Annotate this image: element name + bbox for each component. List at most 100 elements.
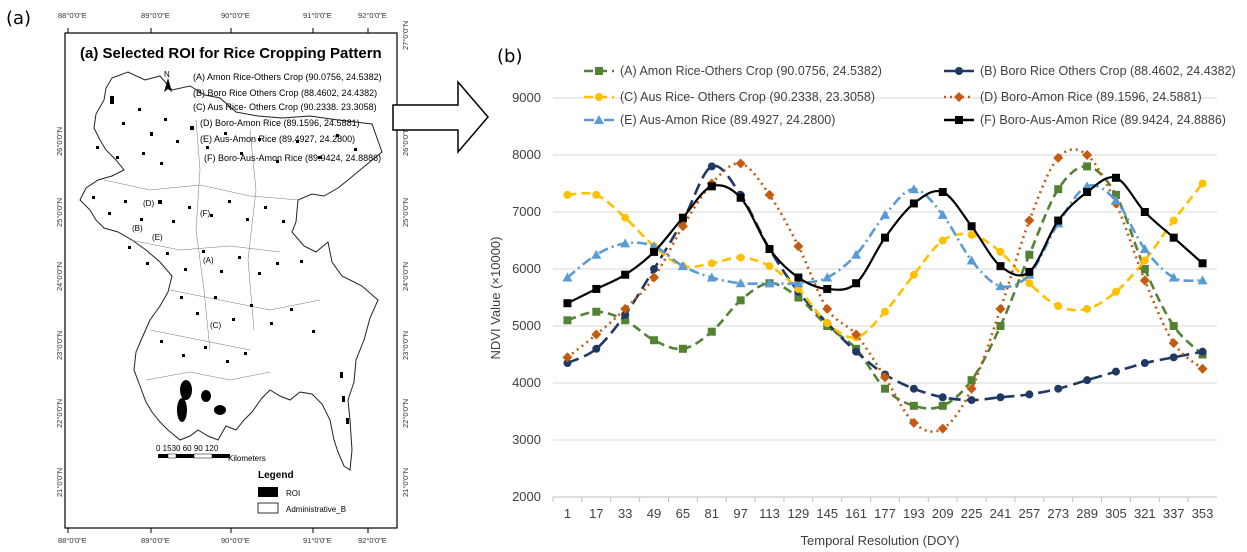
x-tick-label: 177	[874, 506, 896, 521]
series-1	[563, 162, 1207, 405]
legend-item: (E) Aus-Amon Rice (89.4927, 24.2800)	[584, 113, 835, 127]
data-point	[996, 262, 1005, 271]
data-point	[1025, 250, 1034, 259]
country-outline	[79, 71, 383, 471]
legend-marker	[595, 93, 603, 101]
plot-axes: 2000 3000 4000 5000 6000 7000 8000 9000 1 17 33 49 6…	[512, 90, 1217, 521]
data-point	[1054, 185, 1063, 194]
y-tick-label: 2000	[512, 489, 541, 504]
coord-label: 88°0'0"E	[58, 536, 87, 545]
point-label: (D)	[143, 199, 154, 208]
coord-label: 24°0'0"N	[55, 262, 64, 291]
x-tick-label: 1	[564, 506, 571, 521]
data-point	[1197, 363, 1208, 374]
data-point	[1082, 150, 1093, 160]
coord-label: 22°0'0"N	[401, 399, 410, 428]
series-line	[567, 165, 1204, 410]
legend-label: (B) Boro Rice Others Crop (88.4602, 24.4…	[980, 64, 1236, 78]
data-point	[1111, 287, 1120, 296]
x-axis-label: Temporal Resolution (DOY)	[801, 533, 960, 548]
data-point	[851, 249, 862, 259]
map-frame-ticks	[67, 28, 369, 533]
data-point	[822, 303, 833, 314]
data-point	[967, 376, 976, 385]
roi-points	[92, 96, 357, 424]
data-point	[966, 255, 977, 265]
data-point	[1139, 275, 1150, 286]
data-point	[996, 322, 1005, 330]
x-tick-label: 97	[733, 506, 747, 521]
x-tick-label: 145	[816, 506, 838, 521]
data-point	[938, 393, 947, 402]
data-point	[937, 423, 948, 434]
data-point	[1054, 216, 1063, 225]
data-point	[592, 190, 601, 199]
data-point	[592, 284, 601, 293]
y-tick-label: 3000	[512, 432, 541, 447]
map-right-coords: 27°0'0"N 26°0'0"N 25°0'0"N 24°0'0"N 23°0…	[401, 21, 410, 497]
data-point	[620, 238, 631, 248]
legend-marker	[595, 67, 603, 75]
panel-label-b: (b)	[497, 46, 523, 67]
data-point	[563, 359, 572, 368]
x-tick-label: 257	[1018, 506, 1040, 521]
data-point	[1168, 272, 1179, 282]
roi-list-item: (F) Boro-Aus-Amon Rice (89.9424, 24.8886…	[204, 153, 381, 163]
data-point	[967, 396, 976, 405]
data-point	[909, 401, 918, 410]
data-point	[852, 347, 861, 356]
y-tick-label: 5000	[512, 318, 541, 333]
legend-marker	[955, 67, 963, 75]
coord-label: 21°0'0"N	[401, 468, 410, 497]
x-tick-label: 289	[1076, 506, 1098, 521]
x-tick-label: 113	[759, 506, 780, 521]
data-point	[1054, 302, 1063, 311]
roi-list-item: (C) Aus Rice- Others Crop (90.2338. 23.3…	[193, 102, 377, 112]
coord-label: 91°0'0"E	[303, 11, 332, 20]
data-point	[677, 221, 688, 232]
coord-label: 23°0'0"N	[55, 331, 64, 360]
x-tick-label: 49	[647, 506, 661, 521]
point-label: (F)	[200, 209, 211, 218]
data-point	[650, 336, 659, 345]
map-top-coords: 88°0'0"E 89°0'0"E 90°0'0"E 91°0'0"E 92°0…	[58, 11, 387, 20]
coord-label: 89°0'0"E	[141, 11, 170, 20]
data-point	[735, 158, 746, 169]
data-point	[909, 199, 918, 208]
data-point	[1169, 216, 1178, 225]
data-point	[1139, 244, 1150, 254]
data-point	[880, 372, 890, 383]
north-arrow-icon: N	[164, 70, 172, 92]
data-point	[678, 213, 687, 222]
map-panel: 88°0'0"E 89°0'0"E 90°0'0"E 91°0'0"E 92°0…	[55, 11, 410, 545]
data-point	[881, 233, 889, 242]
y-axis-label: NDVI Value (×10000)	[488, 237, 503, 360]
data-point	[1024, 215, 1035, 226]
data-point	[563, 190, 572, 199]
data-point	[1054, 384, 1063, 393]
data-point	[823, 319, 832, 328]
data-point	[938, 236, 947, 245]
coord-label: 24°0'0"N	[401, 262, 410, 291]
x-tick-label: 225	[961, 506, 983, 521]
data-point	[1025, 390, 1034, 399]
chart-legend: (A) Amon Rice-Others Crop (90.0756, 24.5…	[584, 64, 1236, 127]
data-point	[591, 329, 602, 340]
data-point	[621, 213, 630, 222]
data-point	[793, 241, 804, 252]
data-point	[1198, 259, 1207, 268]
legend-roi-label: ROI	[286, 489, 300, 498]
y-tick-label: 9000	[512, 90, 541, 105]
data-point	[1197, 275, 1208, 285]
point-label: (C)	[210, 321, 221, 330]
series-4	[562, 181, 1208, 291]
legend-marker	[594, 115, 604, 124]
data-point	[707, 162, 716, 171]
data-point	[562, 352, 573, 363]
x-tick-label: 65	[676, 506, 690, 521]
legend-label: (D) Boro-Amon Rice (89.1596, 24.5881)	[980, 90, 1202, 104]
coord-label: 27°0'0"N	[401, 21, 410, 50]
legend-item: (C) Aus Rice- Others Crop (90.2338, 23.3…	[584, 90, 875, 104]
data-point	[562, 272, 573, 282]
coord-label: 26°0'0"N	[401, 127, 410, 156]
